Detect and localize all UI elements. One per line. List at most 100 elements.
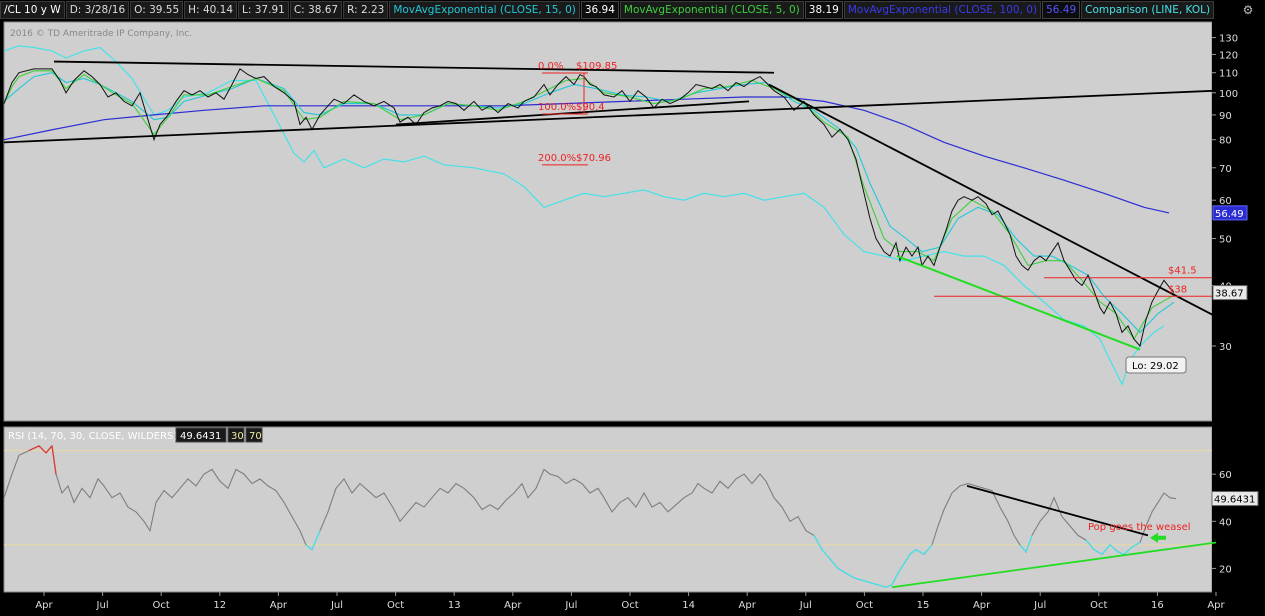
- time-axis-label: Oct: [856, 600, 873, 611]
- price-trendline-0[interactable]: [53, 60, 775, 74]
- rsi-extreme-segment: [1085, 539, 1095, 550]
- rsi-axis-label: 40: [1219, 517, 1232, 528]
- chart-canvas: 2016 © TD Ameritrade IP Company, Inc. 0.…: [0, 20, 1265, 616]
- ema100-last-value-tag: [1212, 205, 1248, 221]
- time-axis-label: Jul: [1033, 600, 1046, 611]
- rsi-extreme-segment: [877, 584, 887, 588]
- rsi-extreme-segment: [311, 530, 321, 550]
- rsi-extreme-segment: [869, 581, 879, 586]
- price-last-value-tag: [1212, 285, 1248, 301]
- price-axis-strip[interactable]: [1212, 20, 1265, 616]
- ema100-value: 56.49: [1042, 1, 1081, 19]
- low-callout-text: Lo: 29.02: [1132, 361, 1179, 372]
- rsi-overbought-label: 70: [249, 431, 262, 442]
- ema5-value: 38.19: [804, 1, 843, 19]
- fib-level-label: 100.0%: [538, 102, 576, 113]
- rsi-extreme-segment: [28, 445, 40, 452]
- rsi-extreme-segment: [829, 558, 839, 569]
- low-readout: L: 37.91: [238, 1, 289, 19]
- horizontal-level-label: $38: [1168, 284, 1187, 295]
- fib-level-price: $70.96: [576, 153, 611, 164]
- time-axis-label: Jul: [330, 600, 343, 611]
- rsi-annotation-text: Pop goes the weasel: [1088, 522, 1191, 533]
- price-trendline-4[interactable]: [896, 255, 1141, 351]
- ema15-series-line: [3, 72, 1175, 334]
- watermark: 2016 © TD Ameritrade IP Company, Inc.: [10, 29, 192, 39]
- rsi-extreme-segment: [1101, 544, 1111, 555]
- time-axis-label: Oct: [387, 600, 404, 611]
- time-axis-label: Apr: [1207, 600, 1225, 611]
- price-axis-label: 110: [1219, 69, 1238, 80]
- date-readout: D: 3/28/16: [65, 1, 130, 19]
- time-axis-label: Oct: [621, 600, 638, 611]
- rsi-extreme-segment: [845, 572, 855, 579]
- rsi-extreme-segment: [897, 563, 905, 574]
- rsi-extreme-segment: [51, 445, 57, 475]
- time-axis-strip[interactable]: [0, 594, 1212, 616]
- price-axis-label: 60: [1219, 196, 1232, 207]
- chart-header-bar: /CL 10 y W D: 3/28/16 O: 39.55 H: 40.14 …: [0, 0, 1265, 20]
- price-trendline-2[interactable]: [395, 100, 750, 126]
- price-axis-label: 70: [1219, 164, 1232, 175]
- rsi-extreme-segment: [1117, 551, 1125, 555]
- price-panel[interactable]: [3, 21, 1213, 422]
- fib-level-label: 0.0%: [538, 61, 563, 72]
- fib-level-price: $109.85: [576, 61, 617, 72]
- rsi-extreme-segment: [915, 549, 925, 555]
- ema100-series-line: [3, 96, 1170, 214]
- gear-icon[interactable]: ⚙: [1242, 3, 1254, 17]
- ema100-last-value-text: 56.49: [1215, 209, 1244, 220]
- rsi-trendline-0[interactable]: [966, 485, 1149, 537]
- price-axis-label: 90: [1219, 111, 1232, 122]
- comparison-series-line: [3, 45, 1165, 386]
- rsi-oversold-label: 30: [231, 431, 244, 442]
- rsi-extreme-segment: [38, 445, 47, 454]
- rsi-extreme-segment: [891, 572, 899, 586]
- low-callout-box: [1125, 356, 1187, 374]
- rsi-extreme-segment: [813, 535, 823, 550]
- time-axis-label: Apr: [35, 600, 53, 611]
- rsi-extreme-segment: [1131, 541, 1141, 548]
- time-axis-label: 14: [682, 600, 695, 611]
- time-axis-label: Apr: [973, 600, 991, 611]
- price-axis-label: 100: [1219, 89, 1238, 100]
- rsi-extreme-segment: [923, 544, 933, 555]
- time-axis-label: Oct: [1090, 600, 1107, 611]
- time-axis-label: Oct: [153, 600, 170, 611]
- arrow-left-icon: [1150, 532, 1166, 543]
- ema100-study-label[interactable]: MovAvgExponential (CLOSE, 100, 0): [843, 1, 1042, 19]
- rsi-axis-label: 20: [1219, 564, 1232, 575]
- rsi-extreme-segment: [1019, 544, 1027, 553]
- fib-level-price: $90.4: [576, 102, 605, 113]
- rsi-extreme-segment: [853, 577, 863, 581]
- rsi-extreme-segment: [1123, 546, 1133, 555]
- time-axis-label: 15: [917, 600, 930, 611]
- rsi-value: 49.6431: [180, 431, 221, 442]
- rsi-extreme-segment: [909, 549, 917, 555]
- ema15-study-label[interactable]: MovAvgExponential (CLOSE, 15, 0): [389, 1, 580, 19]
- time-axis-label: 12: [213, 600, 226, 611]
- rsi-extreme-segment: [1093, 549, 1103, 555]
- ema15-value: 36.94: [580, 1, 619, 19]
- rsi-trendline-1[interactable]: [891, 541, 1217, 589]
- price-trendline-1[interactable]: [3, 89, 1217, 144]
- time-axis-label: 16: [1151, 600, 1164, 611]
- fib-level-label: 200.0%: [538, 153, 576, 164]
- rsi-panel[interactable]: [3, 426, 1213, 593]
- time-axis-label: Apr: [270, 600, 288, 611]
- comparison-study-label[interactable]: Comparison (LINE, KOL): [1081, 1, 1215, 19]
- ema5-study-label[interactable]: MovAvgExponential (CLOSE, 5, 0): [619, 1, 804, 19]
- time-axis-label: 13: [448, 600, 461, 611]
- rsi-extreme-segment: [821, 549, 831, 560]
- symbol-label[interactable]: /CL 10 y W: [0, 1, 65, 19]
- range-readout: R: 2.23: [343, 1, 389, 19]
- price-axis-label: 80: [1219, 136, 1232, 147]
- rsi-extreme-segment: [903, 553, 911, 565]
- price-last-value-text: 38.67: [1215, 289, 1244, 300]
- rsi-title[interactable]: RSI (14, 70, 30, CLOSE, WILDERS): [8, 431, 177, 442]
- time-axis-label: Apr: [504, 600, 522, 611]
- rsi-extreme-segment: [861, 579, 871, 584]
- price-axis-label: 120: [1219, 50, 1238, 61]
- rsi-extreme-segment: [885, 584, 893, 588]
